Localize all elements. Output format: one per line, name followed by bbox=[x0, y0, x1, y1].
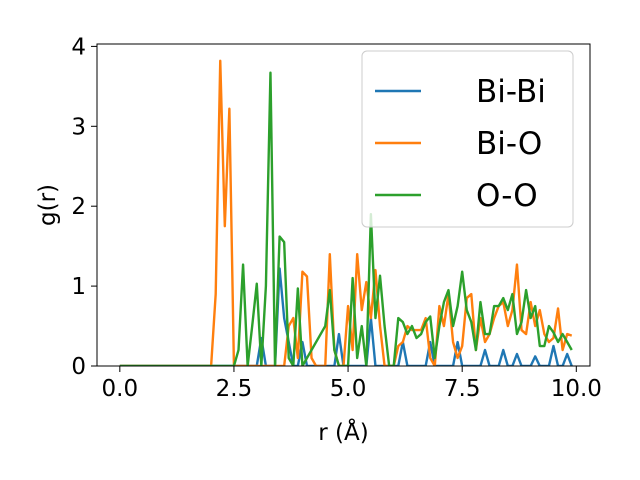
x-tick-label: 7.5 bbox=[444, 376, 481, 402]
series-line-bi-bi bbox=[119, 267, 573, 366]
x-tick-label: 0.0 bbox=[102, 376, 139, 402]
legend: Bi-Bi Bi-O O-O bbox=[361, 50, 574, 228]
legend-label-o-o: O-O bbox=[476, 178, 538, 214]
x-tick-label: 2.5 bbox=[216, 376, 253, 402]
x-tick-label: 10.0 bbox=[551, 376, 602, 402]
y-axis-label: g(r) bbox=[35, 184, 61, 226]
x-axis-label: r (Å) bbox=[318, 418, 368, 446]
legend-box bbox=[361, 50, 574, 228]
series-line-bi-o bbox=[119, 59, 573, 366]
y-tick-label: 2 bbox=[71, 194, 86, 220]
x-axis: 0.0 2.5 5.0 7.5 10.0 bbox=[102, 366, 602, 402]
legend-label-bi-bi: Bi-Bi bbox=[476, 74, 546, 110]
y-axis: 0 1 2 3 4 bbox=[71, 34, 97, 380]
y-tick-label: 1 bbox=[71, 274, 86, 300]
y-tick-label: 0 bbox=[71, 354, 86, 380]
legend-label-bi-o: Bi-O bbox=[476, 126, 542, 162]
x-tick-label: 5.0 bbox=[330, 376, 367, 402]
series-layer bbox=[119, 59, 573, 366]
y-tick-label: 3 bbox=[71, 114, 86, 140]
series-line-o-o bbox=[119, 71, 573, 366]
y-tick-label: 4 bbox=[71, 34, 86, 60]
axes-frame bbox=[96, 43, 591, 367]
